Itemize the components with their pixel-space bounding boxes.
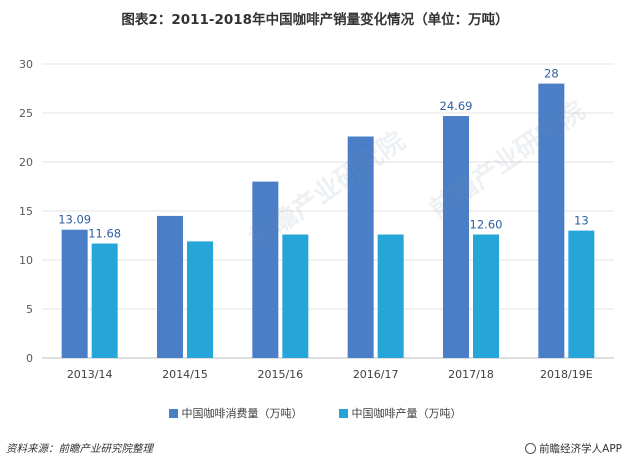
data-label: 12.60: [470, 218, 503, 232]
bar-production: [377, 234, 404, 358]
bar-consumption: [347, 136, 374, 358]
bar-consumption: [538, 83, 565, 358]
data-label: 28: [544, 67, 559, 81]
bar-consumption: [61, 229, 88, 358]
data-label: 24.69: [440, 99, 473, 113]
legend-label-production: 中国咖啡产量（万吨）: [351, 407, 462, 420]
brand: 前瞻经济学人APP: [525, 441, 622, 456]
footer: 资料来源：前瞻产业研究院整理 前瞻经济学人APP: [6, 437, 622, 459]
y-tick-label: 10: [19, 254, 33, 267]
source-note: 资料来源：前瞻产业研究院整理: [6, 442, 153, 455]
legend-swatch-consumption: [168, 408, 178, 418]
bar-production: [568, 230, 595, 358]
y-tick-label: 5: [26, 303, 33, 316]
x-tick-label: 2014/15: [162, 368, 208, 381]
legend-swatch-production: [338, 408, 348, 418]
legend-item-production: 中国咖啡产量（万吨）: [338, 405, 462, 421]
bar-consumption: [157, 215, 183, 358]
x-tick-label: 2013/14: [67, 368, 113, 381]
bar-production: [91, 243, 118, 358]
bar-production: [473, 234, 499, 358]
y-tick-label: 30: [19, 58, 33, 71]
legend-label-consumption: 中国咖啡消费量（万吨）: [181, 407, 303, 420]
x-tick-label: 2017/18: [448, 368, 494, 381]
legend-item-consumption: 中国咖啡消费量（万吨）: [168, 405, 303, 421]
data-label: 11.68: [88, 227, 121, 241]
y-tick-label: 15: [19, 205, 33, 218]
legend: 中国咖啡消费量（万吨） 中国咖啡产量（万吨）: [0, 405, 630, 421]
y-tick-label: 25: [19, 107, 33, 120]
brand-name: 前瞻经济学人APP: [539, 442, 622, 455]
data-label: 13.09: [58, 213, 91, 227]
data-label: 13: [574, 214, 589, 228]
x-tick-label: 2018/19E: [540, 368, 593, 381]
bar-production: [282, 234, 309, 358]
chart-title: 图表2：2011-2018年中国咖啡产销量变化情况（单位：万吨）: [121, 12, 509, 28]
y-tick-label: 20: [19, 156, 33, 169]
x-tick-label: 2016/17: [353, 368, 399, 381]
y-tick-label: 0: [26, 352, 33, 365]
bar-production: [187, 241, 213, 358]
bar-consumption: [443, 116, 469, 359]
bar-consumption: [252, 181, 279, 358]
brand-logo-icon: [525, 442, 537, 454]
x-tick-label: 2015/16: [257, 368, 303, 381]
